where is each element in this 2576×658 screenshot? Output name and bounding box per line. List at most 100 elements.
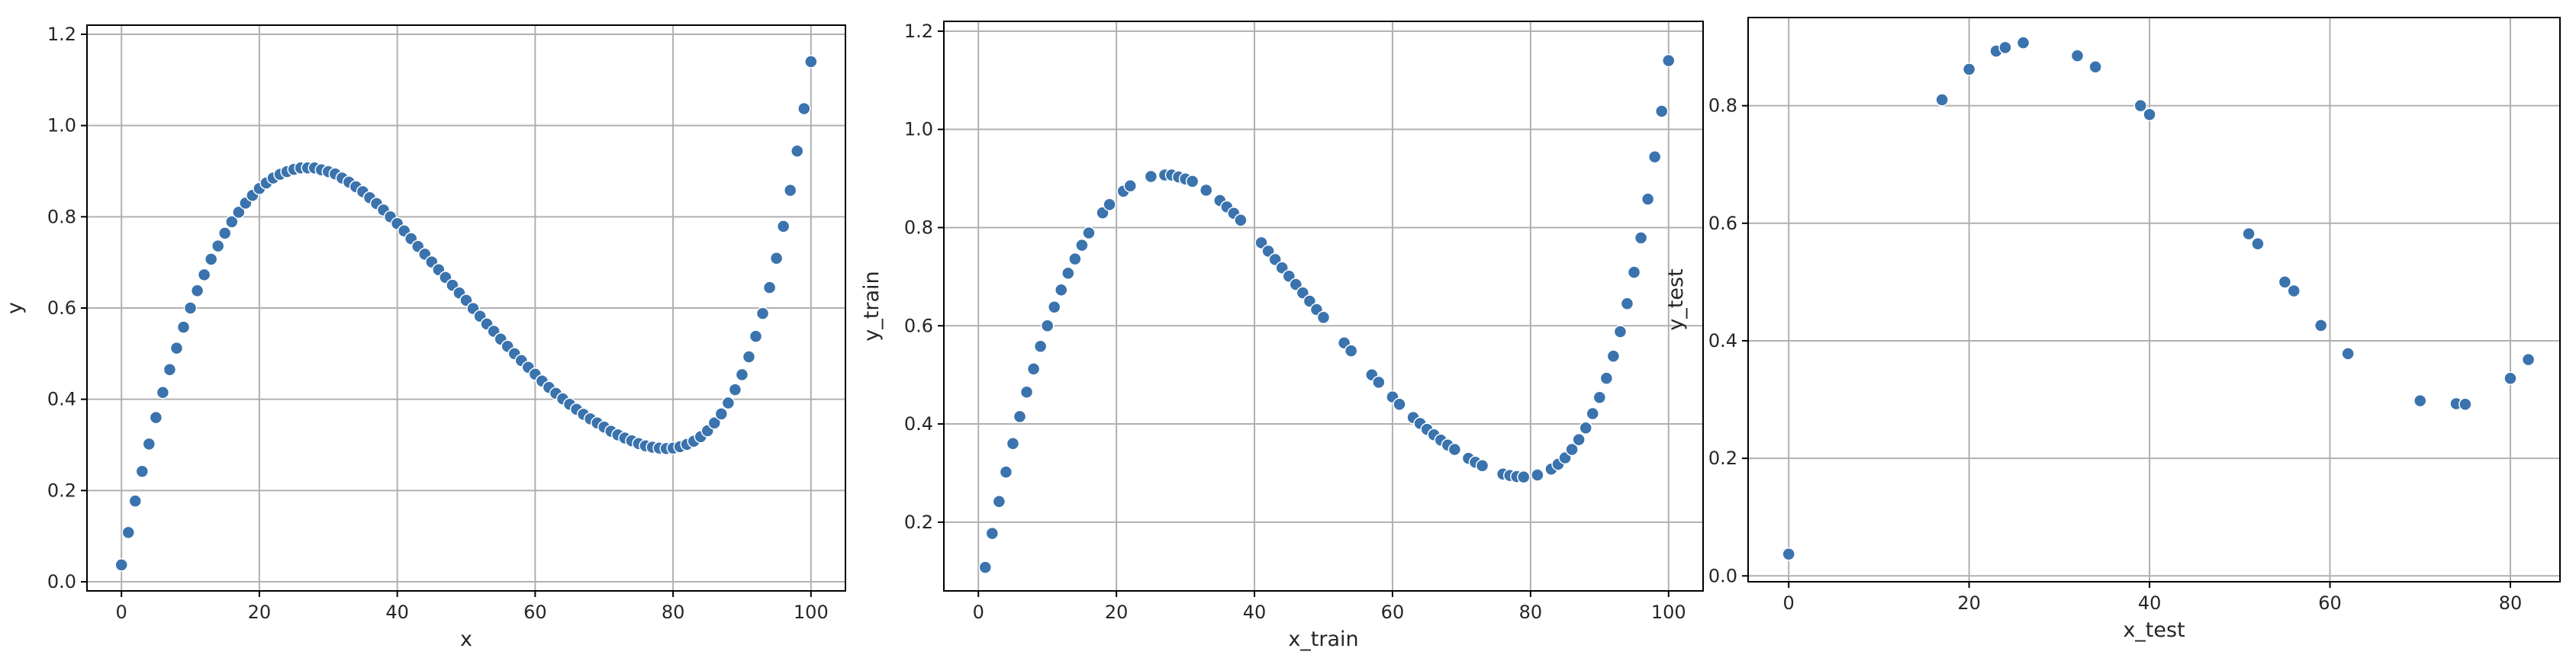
- x-tick-label: 40: [385, 602, 409, 623]
- x-tick-label: 60: [1381, 602, 1405, 623]
- x-axis-label: x_test: [2123, 618, 2185, 642]
- data-point: [2016, 36, 2030, 50]
- scatter-plot-x-train-y-train: 0 20 40 60 80 100 0.2 0.4 0.6 0.8 1.0 1.2 x_train y_t…: [860, 21, 1704, 651]
- data-point: [2287, 284, 2301, 298]
- y-tick-label: 1.0: [47, 115, 76, 136]
- y-axis-label: y_test: [1664, 268, 1688, 330]
- data-point: [714, 407, 729, 421]
- data-point: [217, 226, 232, 240]
- data-point: [2278, 275, 2292, 289]
- data-point: [190, 284, 204, 298]
- data-point: [1634, 231, 1648, 245]
- data-point: [2143, 108, 2156, 121]
- data-point: [1531, 468, 1544, 482]
- data-point: [1199, 183, 1213, 197]
- y-tick-label: 0.4: [1708, 330, 1737, 351]
- data-point: [1006, 437, 1020, 451]
- data-point: [1123, 178, 1137, 193]
- x-tick-label: 40: [1243, 602, 1267, 623]
- data-point: [742, 350, 756, 364]
- x-tick-label: 0: [1783, 592, 1795, 614]
- data-point: [121, 525, 135, 540]
- data-point: [163, 363, 177, 377]
- data-point: [1372, 375, 1386, 390]
- data-point: [1068, 252, 1082, 266]
- data-point: [176, 320, 191, 334]
- y-tick-label: 1.2: [904, 21, 933, 42]
- data-point: [2521, 352, 2536, 367]
- x-tick-label: 40: [2138, 592, 2162, 614]
- data-point: [721, 396, 736, 410]
- y-tick-label: 0.6: [904, 315, 933, 336]
- x-tick-label: 80: [662, 602, 685, 623]
- data-point: [783, 183, 797, 197]
- data-point: [735, 368, 749, 382]
- data-point: [204, 252, 218, 266]
- data-point: [183, 301, 198, 315]
- data-point: [142, 437, 156, 451]
- y-tick-label: 0.2: [47, 480, 76, 501]
- data-point: [999, 465, 1013, 479]
- data-point: [2242, 226, 2256, 241]
- data-point: [755, 307, 770, 320]
- data-point: [2341, 347, 2355, 361]
- data-point: [776, 220, 791, 233]
- data-point: [1592, 390, 1607, 405]
- data-point: [2133, 98, 2148, 113]
- data-point: [1565, 442, 1579, 457]
- data-point: [1316, 310, 1331, 325]
- data-point: [1144, 169, 1158, 184]
- data-point: [1572, 432, 1586, 447]
- data-point: [1782, 547, 1795, 561]
- data-point: [1393, 397, 1406, 412]
- data-point: [114, 558, 128, 572]
- x-tick-label: 80: [2499, 592, 2523, 614]
- x-tick-label: 0: [116, 602, 127, 623]
- data-point: [1344, 344, 1358, 358]
- data-point: [1040, 319, 1055, 333]
- data-point: [1647, 149, 1662, 164]
- data-point: [2070, 49, 2085, 63]
- data-point: [1075, 238, 1089, 252]
- y-tick-label: 0.8: [47, 206, 76, 227]
- plot-frame: [943, 21, 1704, 592]
- data-point: [2458, 397, 2472, 411]
- scatter-plot-x-y: 0 20 40 60 80 100 0.0 0.2 0.4 0.6 0.8 1.0 1.2 x y: [3, 24, 846, 651]
- data-point: [1586, 406, 1600, 421]
- data-point: [1475, 459, 1489, 473]
- data-point: [707, 416, 722, 430]
- data-point: [728, 383, 742, 396]
- y-tick-label: 0.6: [1708, 213, 1737, 234]
- data-point: [1055, 283, 1068, 297]
- y-tick-label: 0.2: [904, 512, 933, 533]
- x-axis-label: x_train: [1288, 628, 1358, 651]
- y-tick-label: 0.0: [1708, 565, 1737, 586]
- data-point: [1579, 421, 1592, 435]
- data-point: [790, 144, 804, 158]
- data-point: [1026, 362, 1041, 376]
- data-point: [2504, 371, 2517, 386]
- data-point: [1517, 470, 1531, 484]
- x-tick-label: 100: [794, 602, 829, 623]
- data-point: [156, 385, 170, 400]
- data-point: [1103, 197, 1116, 211]
- x-tick-label: 20: [1957, 592, 1981, 614]
- x-tick-label: 60: [523, 602, 547, 623]
- y-axis-label: y: [3, 302, 27, 314]
- data-point: [804, 55, 818, 69]
- data-point: [1185, 175, 1199, 188]
- data-point: [149, 410, 163, 425]
- plot-frame: [1747, 17, 2561, 583]
- data-point: [1998, 40, 2012, 55]
- data-point: [128, 494, 143, 508]
- x-axis-label: x: [460, 628, 472, 651]
- data-point: [1654, 104, 1669, 118]
- data-point: [797, 101, 811, 116]
- data-point: [1061, 266, 1075, 281]
- scatter-plot-x-test-y-test: 0 20 40 60 80 0.0 0.2 0.4 0.6 0.8 x_test y_test: [1664, 17, 2561, 642]
- data-point: [135, 464, 150, 478]
- data-point: [1613, 325, 1628, 339]
- data-point: [2413, 393, 2427, 408]
- x-tick-label: 20: [248, 602, 272, 623]
- data-point: [1234, 213, 1248, 227]
